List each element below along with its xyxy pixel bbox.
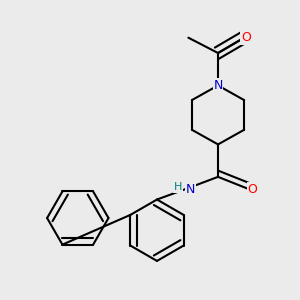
Text: O: O <box>241 31 251 44</box>
Text: N: N <box>186 183 195 196</box>
Text: H: H <box>174 182 182 192</box>
Text: N: N <box>213 79 223 92</box>
Text: O: O <box>247 183 257 196</box>
